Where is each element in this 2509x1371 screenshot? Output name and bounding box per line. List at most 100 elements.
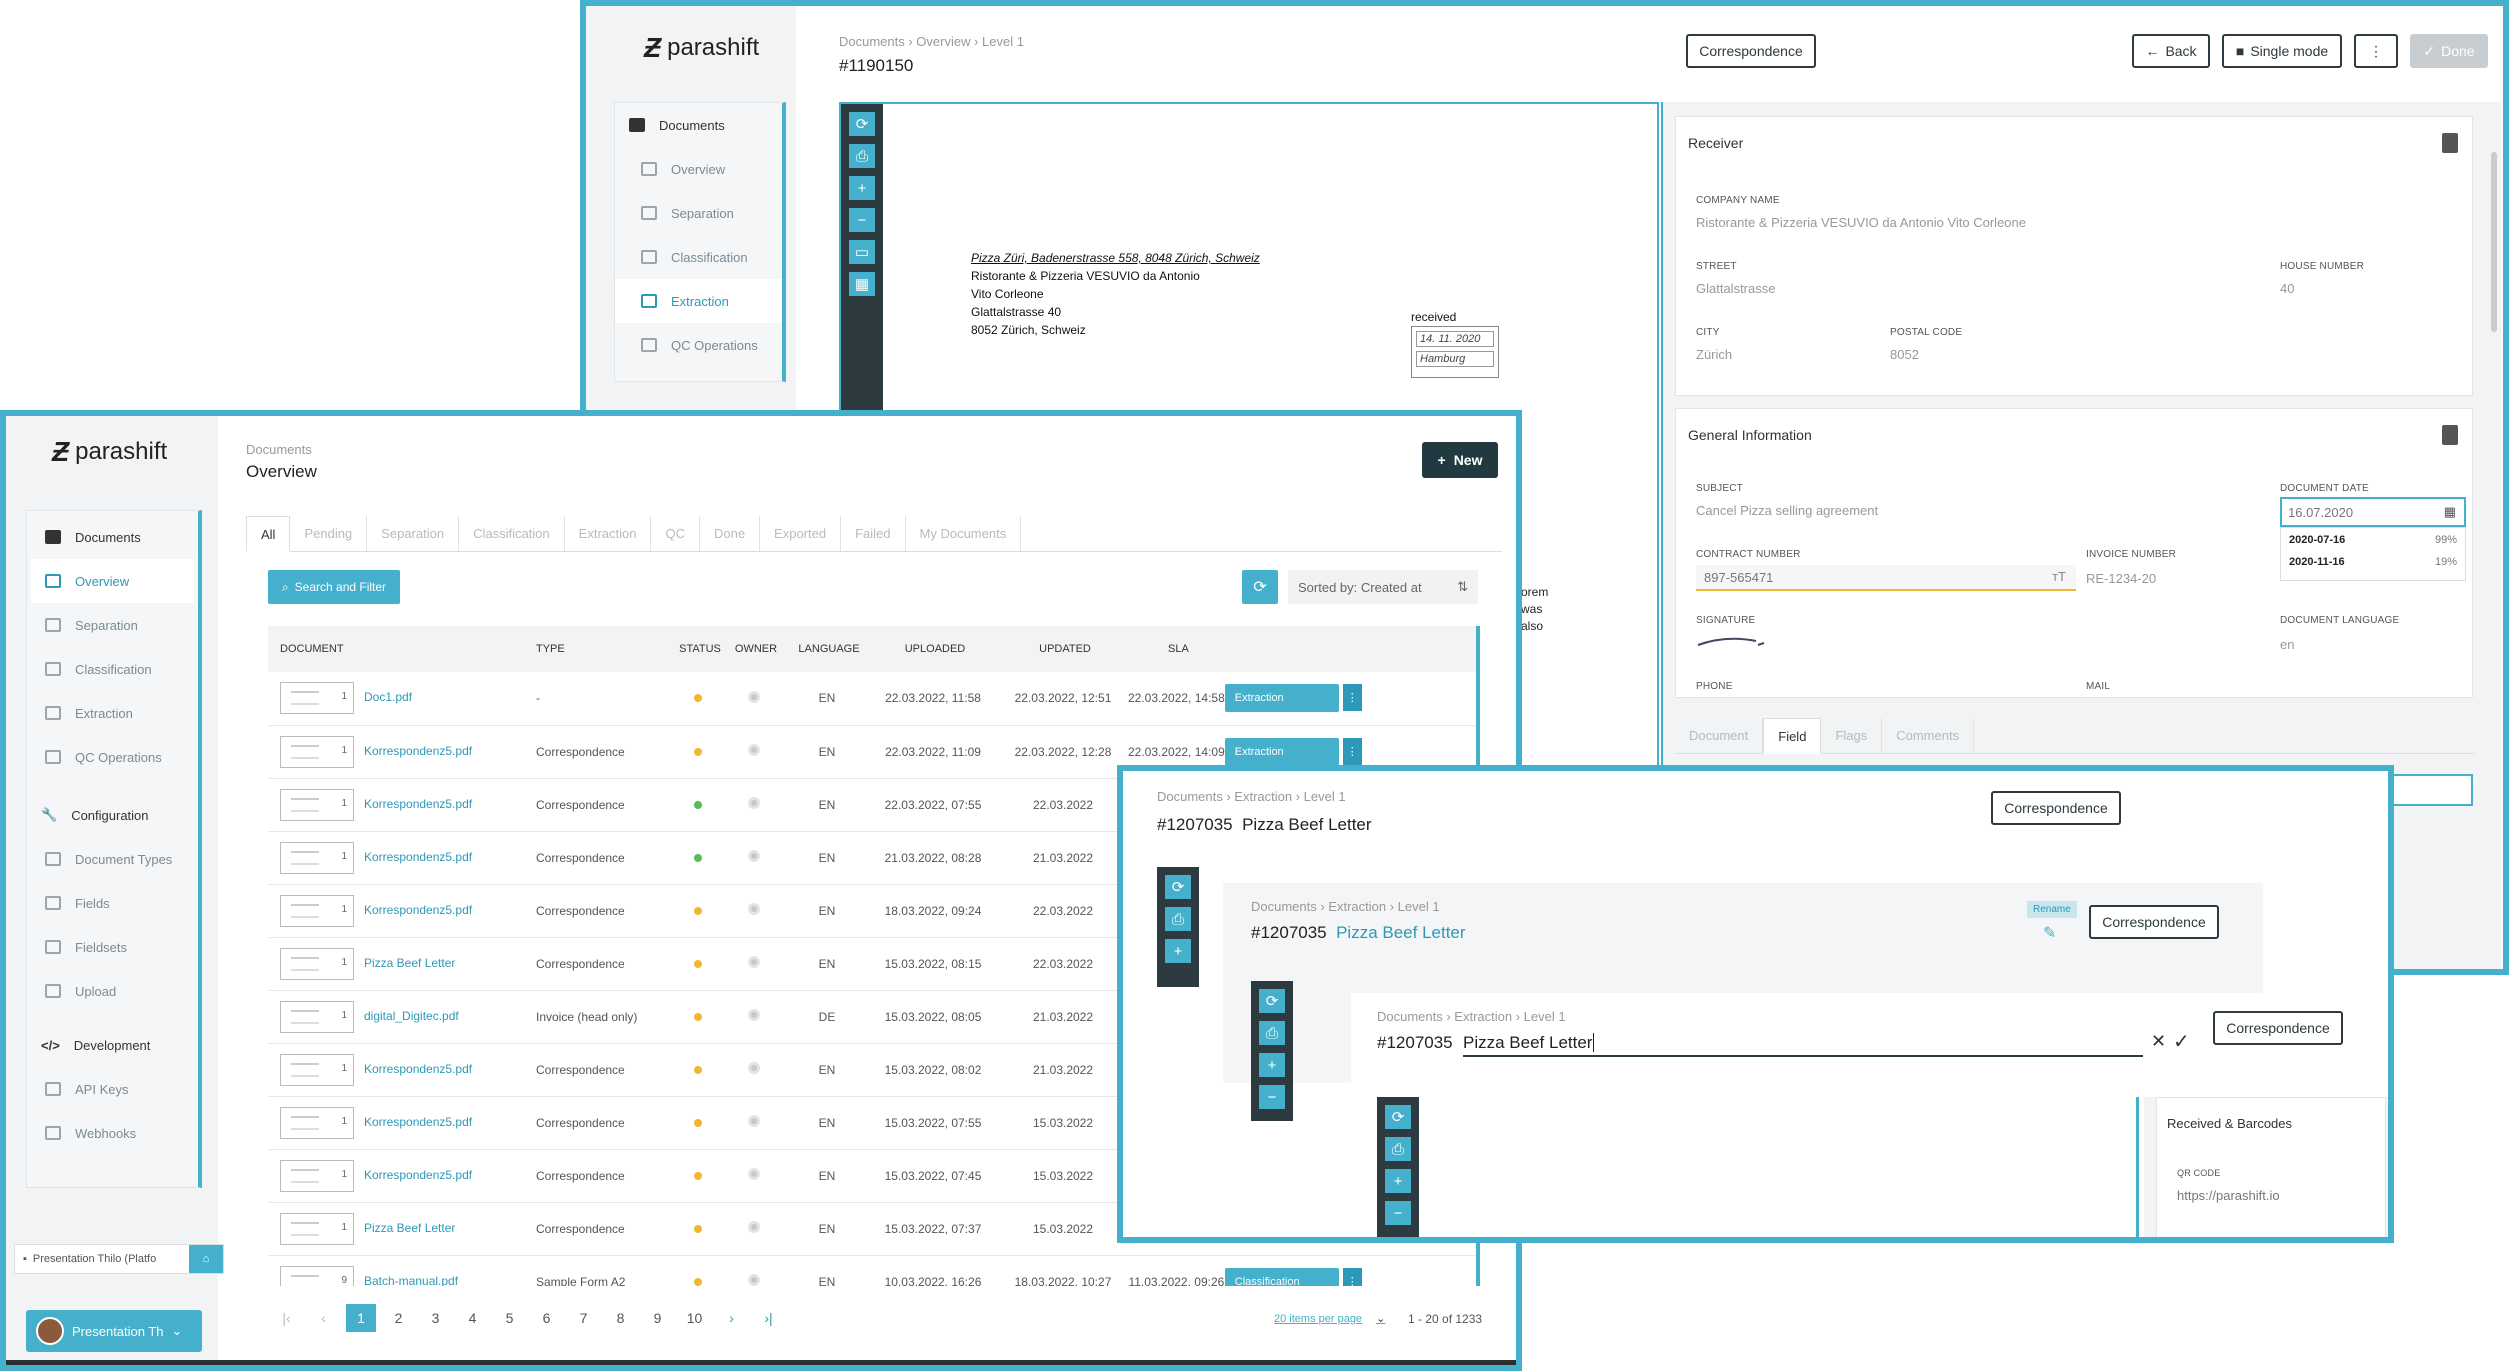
back-button[interactable]: ← Back bbox=[2132, 34, 2210, 68]
document-thumbnail[interactable]: 1 bbox=[280, 841, 354, 874]
fit-width-icon[interactable]: ▭ bbox=[849, 240, 875, 264]
calendar-icon[interactable]: ▦ bbox=[2443, 504, 2456, 519]
date-suggestion[interactable]: 2020-07-16 99% bbox=[2289, 534, 2457, 546]
sort-select[interactable]: Sorted by: Created at ⇅ bbox=[1288, 570, 1478, 604]
document-type-button[interactable]: Correspondence bbox=[2213, 1011, 2343, 1045]
tab-field[interactable]: Field bbox=[1763, 718, 1822, 754]
page-number[interactable]: 8 bbox=[616, 1310, 625, 1326]
table-row[interactable]: 1 Korrespondenz5.pdf Correspondence EN 15.03… bbox=[268, 1096, 1476, 1149]
city-value[interactable]: Zürich bbox=[1696, 347, 1733, 362]
company-name-value[interactable]: Ristorante & Pizzeria VESUVIO da Antonio… bbox=[1696, 215, 2026, 230]
table-row[interactable]: 1 Korrespondenz5.pdf Correspondence EN 22.03… bbox=[268, 725, 1476, 778]
download-icon[interactable]: ⎙ bbox=[1259, 1021, 1285, 1045]
owner-icon[interactable] bbox=[748, 956, 760, 968]
document-link[interactable]: Korrespondenz5.pdf bbox=[364, 743, 473, 758]
items-per-page[interactable]: 20 items per page ⌄ bbox=[1274, 1313, 1386, 1325]
tab-comments[interactable]: Comments bbox=[1882, 718, 1975, 753]
page-number[interactable]: 2 bbox=[394, 1310, 403, 1326]
document-thumbnail[interactable]: 1 bbox=[280, 1212, 354, 1245]
sidebar-item-documents[interactable]: Documents bbox=[31, 515, 194, 559]
column-header[interactable]: SLA bbox=[1167, 643, 1189, 655]
tab-failed[interactable]: Failed bbox=[841, 516, 906, 551]
configuration-nav[interactable]: 🔧 Configuration bbox=[41, 807, 149, 823]
rotate-icon[interactable]: ⟳ bbox=[849, 112, 875, 136]
invoice-number-value[interactable]: RE-1234-20 bbox=[2086, 571, 2157, 586]
bank-icon[interactable]: ⌂ bbox=[189, 1245, 223, 1273]
subject-value[interactable]: Cancel Pizza selling agreement bbox=[1696, 503, 1879, 518]
table-row[interactable]: 1 Pizza Beef Letter Correspondence EN 15.03.… bbox=[268, 1202, 1476, 1255]
page-number[interactable]: 3 bbox=[431, 1310, 440, 1326]
sidebar-item-overview[interactable]: Overview bbox=[615, 147, 782, 191]
document-type-button[interactable]: Correspondence bbox=[1991, 791, 2121, 825]
qr-code-value[interactable]: https://parashift.io bbox=[2177, 1188, 2280, 1203]
owner-icon[interactable] bbox=[748, 1168, 760, 1180]
zoom-out-icon[interactable]: − bbox=[1385, 1201, 1411, 1225]
text-format-icon[interactable]: ᴛT bbox=[2052, 569, 2066, 584]
document-language-value[interactable]: en bbox=[2280, 637, 2295, 652]
tab-flags[interactable]: Flags bbox=[1821, 718, 1883, 753]
sidebar-item-extraction[interactable]: Extraction bbox=[615, 279, 782, 323]
document-link[interactable]: Pizza Beef Letter bbox=[364, 1220, 456, 1235]
owner-icon[interactable] bbox=[748, 1062, 760, 1074]
document-thumbnail[interactable]: 1 bbox=[280, 894, 354, 927]
document-link[interactable]: Pizza Beef Letter bbox=[364, 955, 456, 970]
owner-icon[interactable] bbox=[748, 903, 760, 915]
download-icon[interactable]: ⎙ bbox=[1385, 1137, 1411, 1161]
sidebar-item-fields[interactable]: Fields bbox=[31, 881, 198, 925]
document-thumbnail[interactable]: 1 bbox=[280, 788, 354, 821]
owner-icon[interactable] bbox=[748, 1221, 760, 1233]
delete-icon[interactable] bbox=[2442, 133, 2458, 153]
document-thumbnail[interactable]: 1 bbox=[280, 1159, 354, 1192]
refresh-button[interactable]: ⟳ bbox=[1242, 570, 1278, 604]
table-row[interactable]: 1 Doc1.pdf - EN 22.03.2022, 11:58 22.03.2022,… bbox=[268, 672, 1476, 725]
sidebar-item-upload[interactable]: Upload bbox=[31, 969, 198, 1013]
column-header[interactable]: TYPE bbox=[536, 643, 565, 655]
document-link[interactable]: Korrespondenz5.pdf bbox=[364, 1061, 473, 1076]
zoom-out-icon[interactable]: − bbox=[849, 208, 875, 232]
done-button[interactable]: ✓ Done bbox=[2410, 34, 2488, 68]
delete-icon[interactable] bbox=[2442, 425, 2458, 445]
document-date-input[interactable]: 16.07.2020 ▦ bbox=[2280, 497, 2466, 527]
search-filter-button[interactable]: ⌕ Search and Filter bbox=[268, 570, 400, 604]
document-thumbnail[interactable]: 1 bbox=[280, 1053, 354, 1086]
tab-my-documents[interactable]: My Documents bbox=[906, 516, 1022, 551]
document-thumbnail[interactable]: 1 bbox=[280, 682, 354, 715]
table-row[interactable]: 1 Korrespondenz5.pdf Correspondence EN 21.03… bbox=[268, 831, 1476, 884]
page-number[interactable]: 5 bbox=[505, 1310, 514, 1326]
tab-document[interactable]: Document bbox=[1675, 718, 1764, 753]
confirm-icon[interactable]: ✓ bbox=[2173, 1031, 2190, 1053]
grid-icon[interactable]: ▦ bbox=[849, 272, 875, 296]
document-link[interactable]: Batch-manual.pdf bbox=[364, 1273, 459, 1286]
first-page-icon[interactable]: |‹ bbox=[282, 1310, 291, 1326]
column-header[interactable]: UPDATED bbox=[1039, 643, 1091, 655]
sidebar-item-overview[interactable]: Overview bbox=[31, 559, 194, 603]
sidebar-item-classification[interactable]: Classification bbox=[615, 235, 782, 279]
sidebar-item-qc-operations[interactable]: QC Operations bbox=[31, 735, 194, 779]
tab-done[interactable]: Done bbox=[700, 516, 761, 551]
table-row[interactable]: 1 Pizza Beef Letter Correspondence EN 15.03.… bbox=[268, 937, 1476, 990]
last-page-icon[interactable]: ›| bbox=[764, 1310, 773, 1326]
document-thumbnail[interactable]: 1 bbox=[280, 947, 354, 980]
zoom-in-icon[interactable]: + bbox=[849, 176, 875, 200]
step-button[interactable]: Extraction bbox=[1224, 684, 1339, 713]
page-number[interactable]: 6 bbox=[542, 1310, 551, 1326]
tab-separation[interactable]: Separation bbox=[367, 516, 460, 551]
workspace-selector[interactable]: ▪ Presentation Thilo (Platfo ⌂ bbox=[14, 1244, 224, 1274]
document-thumbnail[interactable]: 1 bbox=[280, 1106, 354, 1139]
table-row[interactable]: 1 Korrespondenz5.pdf Correspondence EN 15.03… bbox=[268, 1149, 1476, 1202]
street-value[interactable]: Glattalstrasse bbox=[1696, 281, 1776, 296]
sidebar-item-qc-operations[interactable]: QC Operations bbox=[615, 323, 782, 367]
document-link[interactable]: Doc1.pdf bbox=[364, 690, 413, 705]
tab-pending[interactable]: Pending bbox=[290, 516, 368, 551]
document-thumbnail[interactable]: 9 bbox=[280, 1265, 354, 1286]
development-nav[interactable]: </> Development bbox=[41, 1037, 151, 1053]
tab-exported[interactable]: Exported bbox=[760, 516, 842, 551]
zoom-in-icon[interactable]: + bbox=[1259, 1053, 1285, 1077]
scrollbar[interactable] bbox=[2491, 152, 2497, 332]
column-header[interactable]: STATUS bbox=[679, 643, 721, 655]
prev-page-icon[interactable]: ‹ bbox=[321, 1310, 326, 1326]
next-page-icon[interactable]: › bbox=[729, 1310, 734, 1326]
tab-all[interactable]: All bbox=[246, 516, 291, 552]
document-link[interactable]: Korrespondenz5.pdf bbox=[364, 902, 473, 917]
date-suggestion[interactable]: 2020-11-16 19% bbox=[2289, 556, 2457, 568]
